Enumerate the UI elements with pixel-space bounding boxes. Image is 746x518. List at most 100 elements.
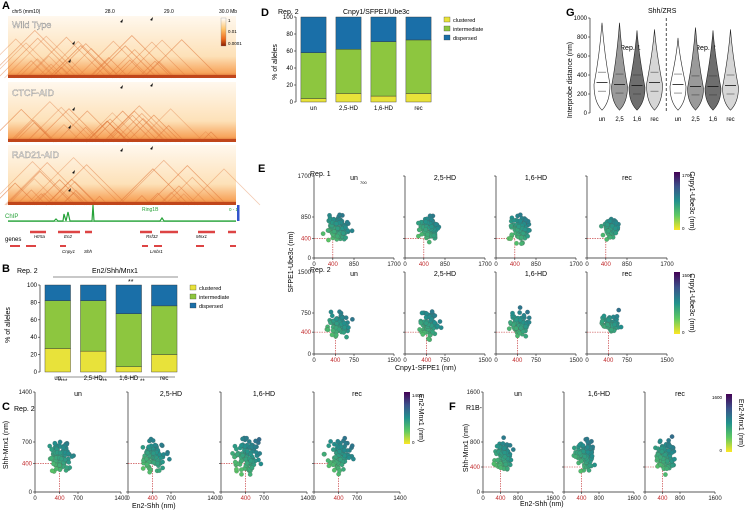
scatter-point <box>432 313 438 318</box>
scatter-point <box>335 439 341 444</box>
x-tick-label: 750 <box>349 358 360 364</box>
scatter-point <box>140 466 146 471</box>
y-tick-label: 80 <box>286 32 293 38</box>
scatter-point <box>49 468 55 474</box>
scatter-point <box>431 233 437 238</box>
hic-domain-edge <box>51 43 121 79</box>
scatter-point <box>586 468 592 473</box>
x-tick-label: 850 <box>349 262 360 268</box>
scatter-point <box>577 450 583 456</box>
scatter-point <box>331 447 336 452</box>
violin <box>646 29 663 111</box>
x-tick-label: 1,6 <box>709 117 718 123</box>
scatter-point <box>659 449 665 455</box>
scatter-point <box>606 228 611 234</box>
y-tick-label: 750 <box>301 311 312 317</box>
panel-G-ylabel: Interprobe distance (nm) <box>567 42 574 118</box>
y-tick-label: 100 <box>27 283 38 289</box>
scatter-point <box>160 465 165 471</box>
violin <box>611 22 628 111</box>
hic-domain-edge <box>41 40 116 79</box>
gene-en2: En2 <box>64 234 73 239</box>
scatter-point <box>344 219 350 225</box>
legend-label: intermediate <box>453 27 483 33</box>
scatter-point <box>53 466 59 472</box>
bar-dispersed <box>405 16 432 41</box>
hic-domain-edge <box>11 119 56 143</box>
bar-intermediate <box>370 41 397 97</box>
scatter-point <box>246 439 252 444</box>
scatter-point <box>240 453 245 458</box>
scatter-point <box>337 457 343 462</box>
scatter-point <box>604 222 610 227</box>
bar-intermediate <box>44 300 71 349</box>
scatter-point <box>663 472 668 477</box>
hic-domain-edge <box>60 189 91 206</box>
hic-domain-edge <box>142 60 176 79</box>
scatter-point <box>516 224 521 229</box>
x-tick-label: 1600 <box>546 496 560 502</box>
hic-domain-edge <box>0 38 56 79</box>
scatter-point <box>331 467 337 473</box>
x-tick-label: 1,6 <box>633 117 642 123</box>
chip-scale-bar <box>237 205 240 221</box>
panel-E-rep2: Rep. 2 <box>310 267 331 274</box>
x-tick-label: rec <box>160 376 168 382</box>
bar-intermediate <box>80 300 107 352</box>
scatter-point <box>325 458 331 463</box>
panel-label-F: F <box>449 401 456 413</box>
x-tick-label: 1400 <box>114 496 128 502</box>
scatter-point <box>252 444 258 450</box>
scatter-point <box>320 231 326 236</box>
scatter-point <box>664 466 670 472</box>
scatter-point <box>339 462 345 468</box>
scatter-point <box>612 226 618 231</box>
scatter-point <box>433 221 439 227</box>
scatter-point <box>498 465 504 471</box>
hic-domain-edge <box>89 35 175 79</box>
x-tick-label: 850 <box>622 262 633 268</box>
x-tick-label: 400 <box>512 358 523 364</box>
y-tick-label: 40 <box>286 66 293 72</box>
scatter-point <box>495 457 501 463</box>
hic-domain-edge <box>0 108 55 143</box>
scatter-point <box>585 439 590 445</box>
subplot-title-2,5-HD: 2,5-HD <box>434 175 456 182</box>
panel-B-ylabel: % of alleles <box>5 307 12 343</box>
sig-label-bottom-2: *** <box>100 379 108 385</box>
scatter-point <box>618 324 624 330</box>
scatter-point <box>337 449 342 454</box>
subplot-title-un: un <box>350 175 358 182</box>
hic-domain-edge <box>16 189 47 206</box>
hic-domain-edge <box>115 41 189 79</box>
panel-label-A: A <box>2 0 10 12</box>
subplot-title-1,6-HD: 1,6-HD <box>253 391 275 398</box>
x-tick-label: 1400 <box>300 496 314 502</box>
hic-diagonal <box>8 75 236 78</box>
legend-label: dispersed <box>199 304 223 310</box>
scatter-point <box>511 322 516 328</box>
hic-domain-edge <box>105 49 164 79</box>
hic-colorbar-tick-2: 0.01 <box>228 29 237 34</box>
panel-label-D: D <box>261 7 269 19</box>
scatter-point <box>343 225 348 230</box>
panel-E-xlabel: Cnpy1-SFPE1 (nm) <box>395 365 456 372</box>
scatter-point <box>519 241 524 246</box>
scatter-point <box>335 233 340 239</box>
colorbar-F <box>726 394 732 452</box>
scatter-point <box>159 442 164 448</box>
hic-domain-edge <box>26 55 72 79</box>
hic-domain-edge <box>61 192 87 206</box>
scatter-point <box>573 454 578 459</box>
hic-domain-edge <box>82 112 142 143</box>
scatter-point <box>510 310 515 316</box>
x-tick-label: 800 <box>675 496 686 502</box>
colorbar-C-max: 1400 <box>412 393 423 398</box>
scatter-point <box>664 458 670 464</box>
hic-domain-edge <box>187 168 261 206</box>
y-tick-label: 1400 <box>19 390 33 396</box>
panel-F-ylabel: Shh-Mnx1 (nm) <box>463 424 470 472</box>
scatter-point <box>501 435 506 440</box>
scatter-point <box>155 461 160 466</box>
